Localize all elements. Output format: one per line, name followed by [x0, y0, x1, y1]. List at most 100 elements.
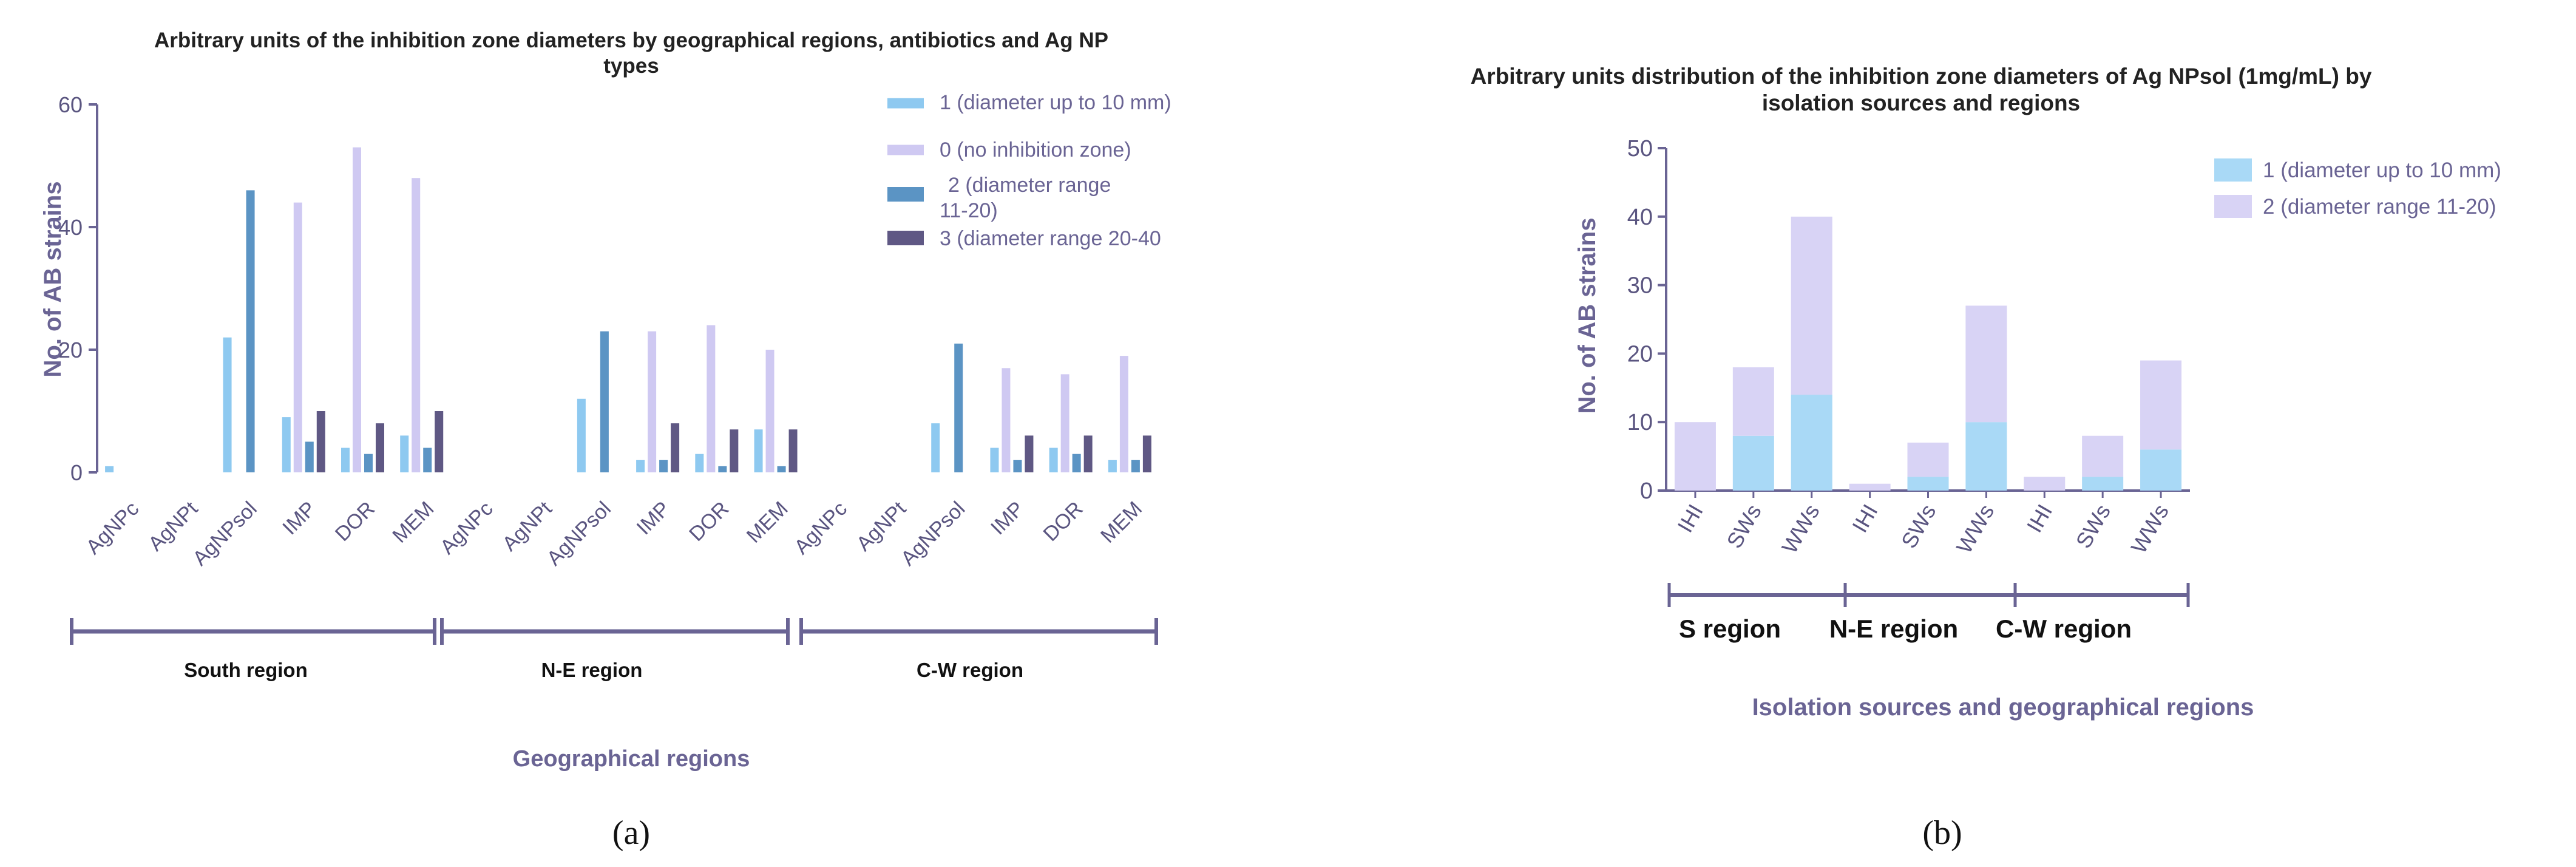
chart-a-legend-swatch [887, 144, 924, 155]
chart-a-bar [1060, 374, 1069, 472]
chart-a-bar [636, 460, 645, 472]
chart-a-axes: 0 20 40 60 [58, 92, 98, 485]
panel-label-a: (a) [612, 814, 650, 852]
chart-b-x-ticks: IHI SWs WWs IHI SWs WWs IHI SWs WWs [1672, 491, 2174, 557]
chart-a-x-tick-label: IMP [986, 497, 1029, 540]
chart-a-bar [954, 343, 963, 472]
chart-b-group-label: C-W region [1996, 614, 2132, 643]
chart-a-bar [1142, 435, 1151, 472]
chart-a-y-tick-label: 0 [70, 460, 83, 485]
chart-a-bar [1049, 447, 1058, 472]
chart-a-x-tick-label: AgNPc [436, 497, 498, 559]
chart-a-legend-label: 3 (diameter range 20-40 [940, 227, 1161, 250]
chart-b-legend-swatch [2214, 195, 2252, 218]
chart-a-bar [648, 331, 657, 472]
chart-a-bar [754, 429, 763, 472]
chart-b-group-label: N-E region [1829, 614, 1958, 643]
panel-label-b: (b) [1922, 814, 1962, 852]
chart-b-bar-segment [2140, 360, 2182, 450]
chart-b-x-tick-label: WWs [2126, 500, 2173, 558]
chart-a-title-line-1: Arbitrary units of the inhibition zone d… [154, 29, 1108, 52]
chart-a-x-tick-label: AgNPsol [543, 497, 615, 570]
chart-a-legend-label: 2 (diameter range [948, 174, 1111, 197]
chart-b-title-line-2: isolation sources and regions [1762, 90, 2080, 115]
chart-a-bar [376, 423, 384, 472]
chart-a-x-tick-label: IMP [632, 497, 675, 540]
chart-b-legend: 1 (diameter up to 10 mm) 2 (diameter rang… [2214, 158, 2501, 219]
chart-a-bar [990, 447, 999, 472]
chart-a-x-tick-label: DOR [331, 497, 379, 546]
chart-b-bars [1674, 216, 2182, 491]
chart-a-bar [931, 423, 940, 472]
chart-a-bar [577, 398, 586, 472]
chart-b-y-tick-label: 40 [1627, 205, 1653, 230]
chart-a-bars [105, 147, 1151, 472]
chart-a-bar [341, 447, 350, 472]
chart-a-bar [1119, 356, 1128, 472]
chart-a-x-tick-label: AgNPsol [188, 497, 261, 570]
chart-b-bar-segment [1732, 367, 1774, 436]
chart-a-x-tick-label: AgNPt [852, 497, 911, 556]
chart-a-group-label: N-E region [541, 659, 643, 681]
chart-a-bar [282, 417, 291, 472]
chart-b-bar-segment [1674, 422, 1716, 491]
chart-a-bar [316, 411, 325, 472]
chart-a-bar [659, 460, 668, 472]
chart-a-bar [600, 331, 609, 472]
chart-b-x-tick-label: SWs [1896, 500, 1941, 552]
chart-a-bar [1108, 460, 1117, 472]
chart-a-legend-label: 1 (diameter up to 10 mm) [940, 91, 1171, 114]
chart-b-group-label: S region [1679, 614, 1781, 643]
chart-b-x-axis-label: Isolation sources and geographical regio… [1752, 694, 2254, 721]
chart-b-bar-segment [1965, 422, 2007, 491]
chart-b-x-tick-label: SWs [1721, 500, 1766, 552]
chart-a-bar [788, 429, 798, 472]
chart-a-bar [1083, 435, 1093, 472]
chart-b-bar-segment [1732, 435, 1774, 491]
chart-a-bar [695, 454, 704, 472]
chart-b: Arbitrary units distribution of the inhi… [1471, 64, 2501, 721]
chart-a-x-tick-label: DOR [1039, 497, 1088, 546]
chart-a-y-tick-label: 60 [58, 92, 83, 117]
chart-a-bar [423, 447, 432, 472]
chart-a-bar [1072, 454, 1081, 472]
chart-b-legend-swatch [2214, 158, 2252, 182]
chart-a-group-label: C-W region [917, 659, 1023, 681]
chart-a-y-axis-label: No. of AB strains [39, 182, 66, 378]
chart-b-y-tick-label: 50 [1627, 136, 1653, 162]
chart-a-x-tick-label: MEM [1096, 497, 1147, 548]
chart-a-y-tick-label: 20 [58, 338, 83, 362]
chart-b-bar-segment [1791, 216, 1832, 395]
chart-b-bar-segment [1791, 395, 1832, 491]
chart-b-bar-segment [2082, 435, 2124, 477]
chart-a-x-tick-label: AgNPc [82, 497, 144, 559]
chart-a-bar [718, 466, 727, 472]
chart-a-x-tick-label: MEM [742, 497, 793, 548]
chart-a-x-axis-label: Geographical regions [513, 746, 750, 772]
chart-a-legend-label: 0 (no inhibition zone) [940, 138, 1131, 162]
chart-a-bar [765, 350, 774, 472]
chart-b-bar-segment [1849, 483, 1891, 491]
chart-b-x-tick-label: IHI [2022, 500, 2058, 537]
chart-a-bar [1025, 435, 1034, 472]
chart-b-bar-segment [2082, 477, 2124, 491]
chart-a-x-tick-label: AgNPc [790, 497, 852, 559]
chart-b-bar-segment [1965, 305, 2007, 423]
chart-a-legend: 1 (diameter up to 10 mm) 0 (no inhibition… [887, 91, 1171, 250]
chart-a-x-tick-label: IMP [278, 497, 320, 540]
chart-a-legend-swatch [887, 98, 924, 109]
chart-a-x-tick-label: AgNPsol [897, 497, 969, 570]
chart-a-bar [1013, 460, 1022, 472]
chart-a-bar [777, 466, 786, 472]
chart-a-bar [1002, 368, 1011, 472]
chart-b-y-tick-label: 10 [1627, 410, 1653, 435]
chart-b-bar-segment [1907, 477, 1949, 491]
chart-a-y-tick-label: 40 [58, 215, 83, 240]
chart-b-group-brackets: S region N-E region C-W region [1667, 583, 2190, 643]
chart-b-y-tick-label: 0 [1640, 478, 1653, 504]
chart-b-legend-label: 1 (diameter up to 10 mm) [2263, 158, 2501, 182]
chart-a-bar [364, 454, 373, 472]
chart-a-x-tick-label: AgNPt [498, 497, 557, 556]
